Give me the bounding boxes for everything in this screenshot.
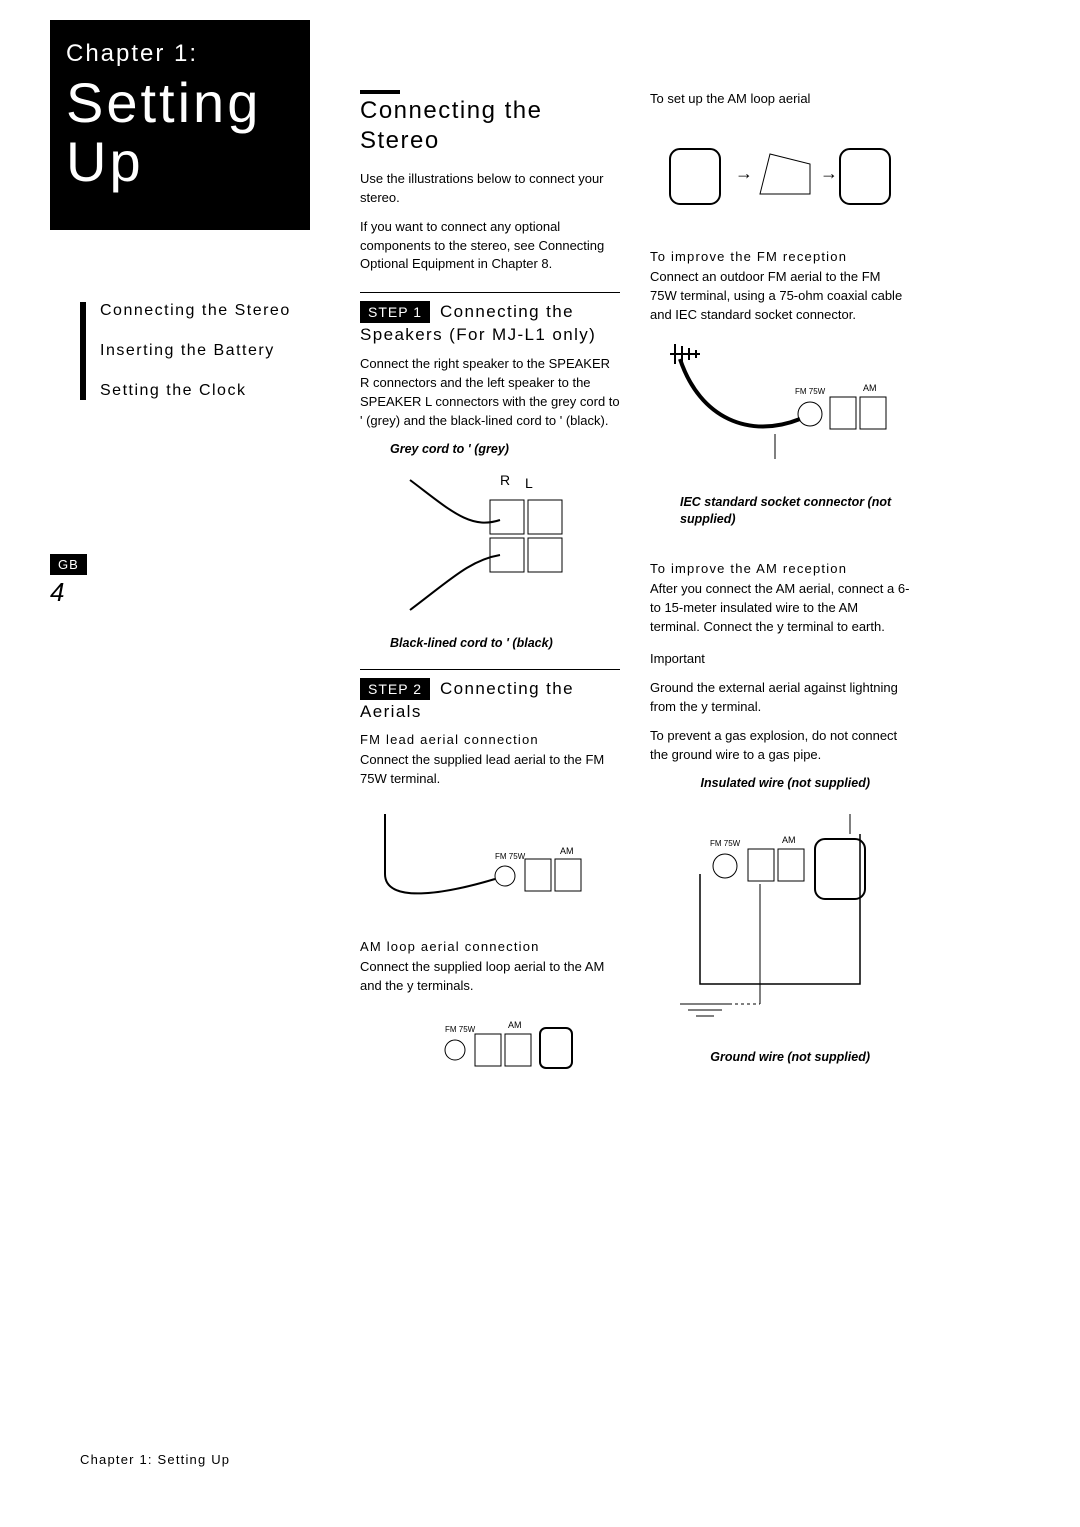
svg-text:AM: AM xyxy=(782,835,796,845)
step-title: Connecting the xyxy=(440,302,574,322)
subhead: FM lead aerial connection xyxy=(360,732,620,747)
fm-lead-aerial-diagram: FM 75W AM xyxy=(360,799,620,929)
body-text: After you connect the AM aerial, connect… xyxy=(650,580,910,637)
section-title: Connecting the Stereo xyxy=(360,96,620,156)
divider xyxy=(360,669,620,670)
toc-item: Inserting the Battery xyxy=(100,342,330,360)
toc-item: Setting the Clock xyxy=(100,382,330,400)
step-badge: STEP 2 xyxy=(360,678,430,700)
step-title: Connecting the xyxy=(440,679,574,699)
svg-text:AM: AM xyxy=(863,383,877,393)
am-loop-aerial-diagram: FM 75W AM xyxy=(360,1005,620,1095)
svg-text:→: → xyxy=(735,163,753,183)
body-text: Connect the supplied lead aerial to the … xyxy=(360,751,620,789)
step-badge: STEP 1 xyxy=(360,301,430,323)
diagram-caption: IEC standard socket connector (not suppl… xyxy=(680,494,910,527)
subhead: To improve the AM reception xyxy=(650,561,910,576)
divider xyxy=(360,292,620,293)
svg-text:L: L xyxy=(525,475,533,491)
diagram-caption: Black-lined cord to ' (black) xyxy=(390,635,620,651)
intro-text: If you want to connect any optional comp… xyxy=(360,218,620,275)
svg-text:FM 75W: FM 75W xyxy=(795,387,826,396)
page-number: 4 xyxy=(50,577,87,608)
chapter-toc: Connecting the Stereo Inserting the Batt… xyxy=(80,302,330,400)
svg-text:FM 75W: FM 75W xyxy=(445,1025,476,1034)
step-subtitle: Speakers (For MJ-L1 only) xyxy=(360,325,620,345)
language-badge: GB xyxy=(50,554,87,575)
body-text: Ground the external aerial against light… xyxy=(650,679,910,717)
am-ground-wire-diagram: FM 75W AM xyxy=(650,799,910,1039)
page-footer: Chapter 1: Setting Up xyxy=(80,1452,230,1467)
chapter-label: Chapter 1: xyxy=(66,40,294,68)
subhead: AM loop aerial connection xyxy=(360,939,620,954)
diagram-caption: Insulated wire (not supplied) xyxy=(650,775,910,791)
svg-text:→: → xyxy=(820,163,838,183)
svg-text:AM: AM xyxy=(508,1020,522,1030)
am-setup-text: To set up the AM loop aerial xyxy=(650,90,910,109)
page-tab: GB 4 xyxy=(50,554,87,608)
chapter-title: Setting Up xyxy=(66,74,294,192)
subhead: To improve the FM reception xyxy=(650,249,910,264)
am-loop-setup-diagram: → → xyxy=(650,119,910,229)
step-subtitle: Aerials xyxy=(360,702,620,722)
fm-outdoor-aerial-diagram: FM 75W AM xyxy=(650,334,910,484)
body-text: Connect an outdoor FM aerial to the FM 7… xyxy=(650,268,910,325)
important-head: Important xyxy=(650,650,910,669)
toc-item: Connecting the Stereo xyxy=(100,302,330,320)
intro-text: Use the illustrations below to connect y… xyxy=(360,170,620,208)
svg-text:FM 75W: FM 75W xyxy=(710,839,741,848)
svg-text:AM: AM xyxy=(560,846,574,856)
section-rule xyxy=(360,90,400,94)
svg-text:FM 75W: FM 75W xyxy=(495,852,526,861)
chapter-header-box: Chapter 1: Setting Up xyxy=(50,20,310,230)
step-body: Connect the right speaker to the SPEAKER… xyxy=(360,355,620,430)
diagram-caption: Ground wire (not supplied) xyxy=(650,1049,910,1065)
speaker-connection-diagram: RL xyxy=(360,465,620,625)
body-text: Connect the supplied loop aerial to the … xyxy=(360,958,620,996)
body-text: To prevent a gas explosion, do not conne… xyxy=(650,727,910,765)
svg-text:R: R xyxy=(500,472,510,488)
diagram-caption: Grey cord to ' (grey) xyxy=(390,441,620,457)
